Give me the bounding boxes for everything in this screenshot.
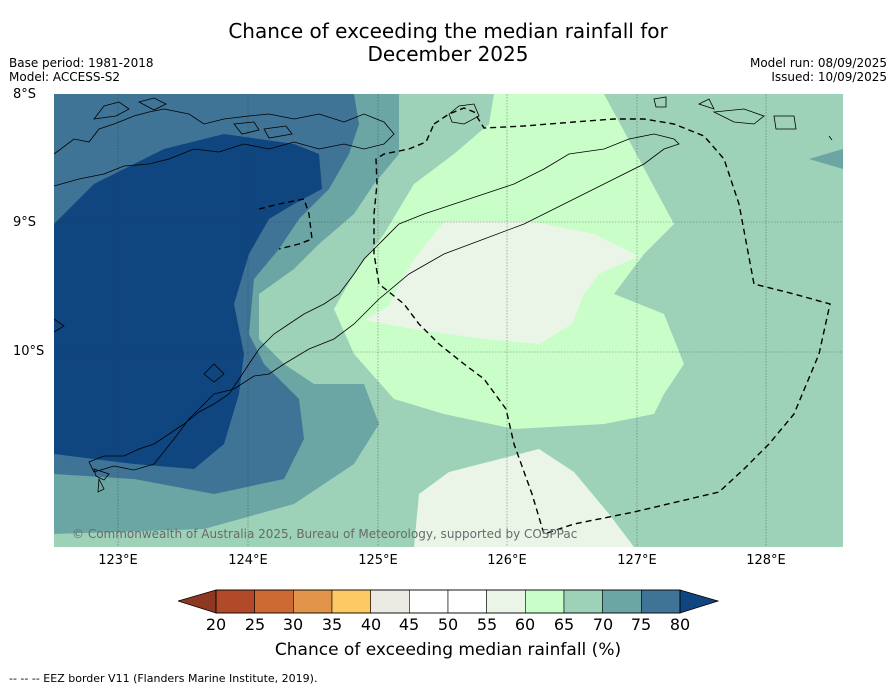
cbar-tick-55: 55 — [476, 615, 498, 634]
colorbar-cell-35-40 — [331, 589, 371, 614]
colorbar — [178, 589, 720, 614]
cbar-tick-20: 20 — [205, 615, 227, 634]
colorbar-cell-70-75 — [602, 589, 642, 614]
issued-date: Issued: 10/09/2025 — [771, 70, 887, 84]
meta-right: Model run: 08/09/2025 Issued: 10/09/2025 — [750, 56, 887, 84]
colorbar-cell-25-30 — [254, 589, 294, 614]
title-line-2: December 2025 — [367, 42, 529, 66]
colorbar-cell-55-60 — [486, 589, 526, 614]
colorbar-over-arrow — [679, 589, 720, 614]
colorbar-cells — [215, 589, 681, 614]
colorbar-cell-30-35 — [293, 589, 333, 614]
lon-label-128e: 128°E — [746, 553, 786, 568]
contour-65-70-southeast — [754, 424, 843, 547]
colorbar-under-arrow — [178, 589, 217, 614]
cbar-tick-25: 25 — [244, 615, 266, 634]
lon-label-126e: 126°E — [487, 553, 527, 568]
eez-border — [373, 107, 831, 535]
copyright-notice: © Commonwealth of Australia 2025, Bureau… — [72, 527, 578, 541]
lon-label-124e: 124°E — [228, 553, 268, 568]
lon-label-123e: 123°E — [98, 553, 138, 568]
colorbar-outline — [215, 589, 681, 614]
model-name: Model: ACCESS-S2 — [9, 70, 121, 84]
cbar-tick-60: 60 — [514, 615, 536, 634]
lon-label-127e: 127°E — [617, 553, 657, 568]
contour-70-75-east — [809, 149, 843, 169]
map-title: Chance of exceeding the median rainfall … — [0, 20, 896, 66]
colorbar-cell-65-70 — [563, 589, 603, 614]
colorbar-cell-50-55 — [447, 589, 487, 614]
model-run: Model run: 08/09/2025 — [749, 56, 887, 70]
contour-over-80 — [54, 134, 322, 469]
cbar-tick-65: 65 — [553, 615, 575, 634]
colorbar-cell-45-50 — [409, 589, 449, 614]
colorbar-label: Chance of exceeding median rainfall (%) — [274, 640, 622, 660]
contour-55-60-north — [364, 222, 639, 344]
meta-left: Base period: 1981-2018 Model: ACCESS-S2 — [9, 56, 154, 84]
colorbar-cell-20-25 — [215, 589, 255, 614]
title-line-1: Chance of exceeding the median rainfall … — [228, 19, 668, 43]
cbar-tick-35: 35 — [321, 615, 343, 634]
colorbar-cell-60-65 — [525, 589, 565, 614]
cbar-tick-40: 40 — [360, 615, 382, 634]
colorbar-cell-40-45 — [370, 589, 410, 614]
lat-label-8s: 8°S — [13, 87, 37, 102]
base-period: Base period: 1981-2018 — [9, 56, 154, 70]
rainfall-map — [54, 94, 843, 547]
eez-footnote: -- -- -- EEZ border V11 (Flanders Marine… — [9, 672, 318, 685]
eez-border-west — [258, 198, 313, 250]
coastlines — [54, 96, 833, 493]
cbar-tick-45: 45 — [398, 615, 420, 634]
lat-label-9s: 9°S — [13, 215, 37, 230]
lat-label-10s: 10°S — [13, 344, 45, 359]
colorbar-cell-75-80 — [641, 589, 681, 614]
cbar-tick-50: 50 — [437, 615, 459, 634]
cbar-tick-80: 80 — [669, 615, 691, 634]
cbar-tick-30: 30 — [282, 615, 304, 634]
cbar-tick-70: 70 — [592, 615, 614, 634]
cbar-tick-75: 75 — [630, 615, 652, 634]
lon-label-125e: 125°E — [358, 553, 398, 568]
